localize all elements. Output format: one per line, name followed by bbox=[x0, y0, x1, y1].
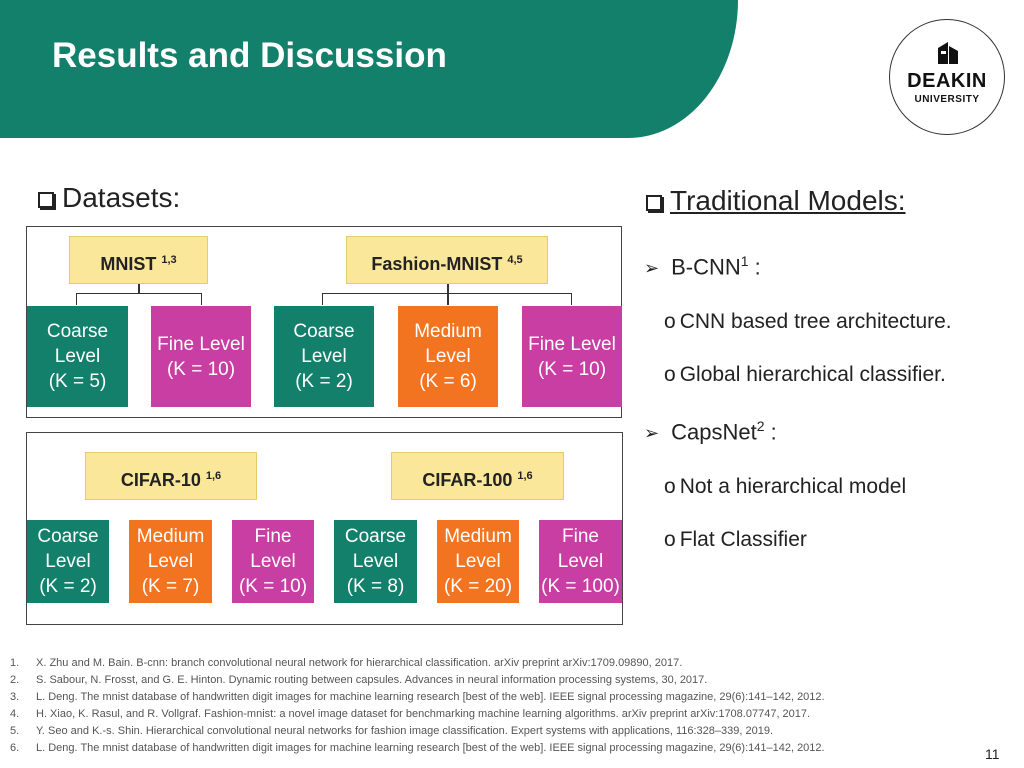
reference-item: 1. X. Zhu and M. Bain. B-cnn: branch conv… bbox=[10, 657, 683, 669]
header-band bbox=[0, 0, 738, 138]
connector bbox=[447, 284, 449, 294]
dataset-label-cifar10: CIFAR-10 1,6 bbox=[85, 452, 257, 500]
checkbox-bullet-icon bbox=[646, 194, 664, 213]
dataset-label-mnist: MNIST 1,3 bbox=[69, 236, 208, 284]
arrow-bullet-icon: ➢ bbox=[644, 258, 660, 279]
connector bbox=[447, 293, 449, 305]
list-item: o Not a hierarchical model bbox=[664, 475, 907, 498]
connector bbox=[138, 284, 140, 294]
datasets-heading: Datasets: bbox=[38, 182, 180, 214]
level-box-cifar100-coarse: Coarse Level (K = 8) bbox=[334, 520, 417, 603]
level-box-mnist-fine: Fine Level (K = 10) bbox=[151, 306, 251, 407]
arrow-bullet-icon: ➢ bbox=[644, 423, 660, 444]
level-box-fashion-fine: Fine Level (K = 10) bbox=[522, 306, 622, 407]
models-heading-text: Traditional Models: bbox=[670, 185, 906, 216]
datasets-heading-text: Datasets: bbox=[62, 182, 181, 213]
logo-subtitle: UNIVERSITY bbox=[914, 94, 980, 105]
list-item: o CNN based tree architecture. bbox=[664, 310, 952, 333]
level-box-cifar10-medium: Medium Level (K = 7) bbox=[129, 520, 212, 603]
dataset-label-fashion-mnist: Fashion-MNIST 4,5 bbox=[346, 236, 548, 284]
list-item: o Flat Classifier bbox=[664, 528, 807, 551]
logo-name: DEAKIN bbox=[907, 70, 987, 92]
deakin-crest-icon bbox=[938, 42, 958, 64]
level-box-cifar10-fine: Fine Level (K = 10) bbox=[232, 520, 314, 603]
reference-item: 6. L. Deng. The mnist database of handwri… bbox=[10, 742, 825, 754]
level-box-fashion-coarse: Coarse Level (K = 2) bbox=[274, 306, 374, 407]
level-box-cifar100-medium: Medium Level (K = 20) bbox=[437, 520, 519, 603]
reference-item: 4. H. Xiao, K. Rasul, and R. Vollgraf. Fa… bbox=[10, 708, 811, 720]
reference-item: 3. L. Deng. The mnist database of handwri… bbox=[10, 691, 825, 703]
page-number: 11 bbox=[985, 746, 1000, 762]
page-title: Results and Discussion bbox=[52, 36, 447, 75]
model-item-capsnet: ➢ CapsNet2 : bbox=[644, 418, 777, 445]
model-item-bcnn: ➢ B-CNN1 : bbox=[644, 253, 761, 280]
dataset-label-cifar100: CIFAR-100 1,6 bbox=[391, 452, 564, 500]
connector bbox=[76, 293, 202, 305]
checkbox-bullet-icon bbox=[38, 191, 56, 210]
university-logo: DEAKIN UNIVERSITY bbox=[889, 19, 1005, 135]
level-box-cifar100-fine: Fine Level (K = 100) bbox=[539, 520, 622, 603]
level-box-fashion-medium: Medium Level (K = 6) bbox=[398, 306, 498, 407]
list-item: o Global hierarchical classifier. bbox=[664, 363, 946, 386]
reference-item: 2. S. Sabour, N. Frosst, and G. E. Hinton… bbox=[10, 674, 708, 686]
models-heading: Traditional Models: bbox=[646, 185, 906, 217]
reference-list: 1. X. Zhu and M. Bain. B-cnn: branch conv… bbox=[10, 655, 825, 757]
reference-item: 5. Y. Seo and K.-s. Shin. Hierarchical co… bbox=[10, 725, 773, 737]
level-box-cifar10-coarse: Coarse Level (K = 2) bbox=[27, 520, 109, 603]
level-box-mnist-coarse: Coarse Level (K = 5) bbox=[27, 306, 128, 407]
